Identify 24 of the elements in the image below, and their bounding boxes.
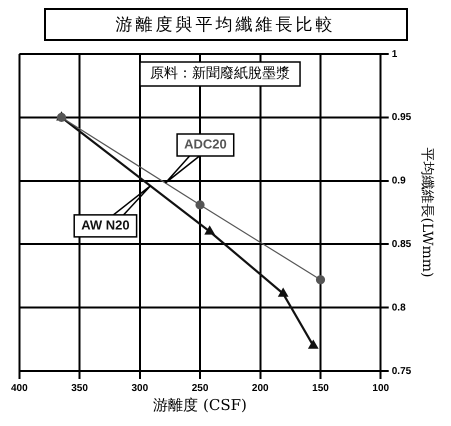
y-tick-label: 0.9 [392,176,406,187]
point [205,226,214,235]
x-tick-label: 100 [372,382,390,394]
y-axis-title: 平均纖維長(LWmm) [418,148,435,278]
point [195,200,205,210]
y-tick-label: 0.75 [392,366,412,377]
x-tick-label: 400 [11,382,28,394]
y-tick-label: 0.95 [392,112,412,124]
x-tick-label: 200 [252,382,270,394]
x-axis-title: 游離度 (CSF) [153,396,247,414]
x-tick-label: 300 [131,382,149,394]
chart-title: 游離度與平均纖維長比較 [44,8,408,41]
y-tick-label: 1 [392,48,398,60]
x-tick-label: 150 [312,382,330,394]
point [308,340,318,349]
x-tick-label: 250 [192,382,209,394]
point [278,288,288,297]
text: ADC20 [184,136,227,152]
text: 原料：新聞廢紙脫墨漿 [150,66,290,82]
text: AW N20 [81,217,130,232]
point [316,275,326,284]
y-tick-label: 0.85 [392,238,412,250]
y-tick-label: 0.8 [392,302,406,314]
x-tick-label: 350 [71,382,88,394]
